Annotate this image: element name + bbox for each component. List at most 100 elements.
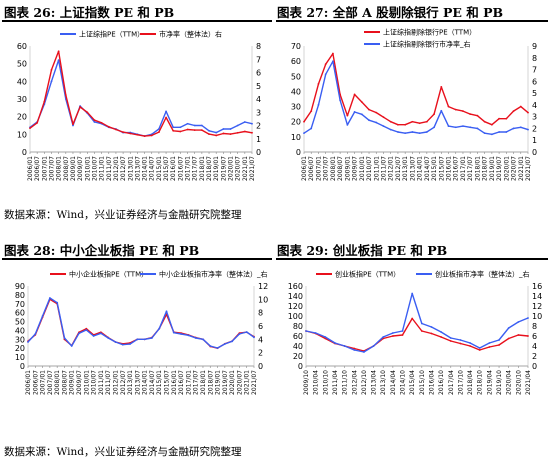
data-point xyxy=(165,116,167,119)
y-tick-right-label: 3 xyxy=(532,113,537,122)
y-tick-left-label: 70 xyxy=(15,300,25,309)
data-point xyxy=(360,113,363,116)
data-point xyxy=(462,110,464,113)
x-tick-label: 2008/07 xyxy=(337,156,344,181)
data-point xyxy=(41,315,44,317)
y-tick-right-label: 0 xyxy=(258,362,263,371)
data-point xyxy=(459,342,462,345)
data-point xyxy=(314,332,317,334)
data-point xyxy=(498,344,500,346)
x-tick-label: 2012/01 xyxy=(388,156,395,181)
y-tick-right-label: 0 xyxy=(532,362,537,371)
x-tick-label: 2018/07 xyxy=(482,156,489,181)
x-tick-label: 2011/01 xyxy=(373,156,380,181)
data-point xyxy=(332,52,334,55)
data-point xyxy=(324,73,327,76)
data-point xyxy=(382,336,385,338)
series-line-pb xyxy=(305,292,529,353)
data-point xyxy=(222,132,225,135)
x-tick-label: 2018/07 xyxy=(207,370,214,395)
y-tick-left-label: 140 xyxy=(288,292,303,301)
data-point xyxy=(72,124,74,127)
x-tick-label: 2014/01 xyxy=(142,156,149,181)
x-tick-label: 2009/07 xyxy=(77,156,84,181)
data-point xyxy=(401,330,404,332)
data-point xyxy=(527,111,529,114)
x-tick-label: 2007/07 xyxy=(323,156,330,181)
x-tick-label: 2018/01 xyxy=(474,156,481,181)
x-tick-label: 2008/07 xyxy=(61,370,68,395)
x-tick-label: 2011/07 xyxy=(105,370,112,395)
data-point xyxy=(56,301,59,304)
y-tick-right-label: 4 xyxy=(532,101,537,110)
x-tick-label: 2015/07 xyxy=(164,370,171,395)
data-point xyxy=(129,343,131,345)
x-tick-label: 2013/07 xyxy=(134,156,141,181)
y-tick-left-label: 20 xyxy=(15,344,25,353)
x-tick-label: 2008/01 xyxy=(54,370,61,395)
data-point xyxy=(401,334,404,336)
y-tick-right-label: 10 xyxy=(532,312,542,321)
x-tick-label: 2015/01 xyxy=(156,156,163,181)
y-tick-right-label: 8 xyxy=(256,42,261,51)
data-point xyxy=(476,127,479,130)
y-tick-right-label: 10 xyxy=(258,295,268,304)
data-point xyxy=(425,131,428,133)
legend-label: 市净率（整体法）右 xyxy=(159,30,222,39)
y-tick-right-label: 2 xyxy=(258,349,263,358)
x-tick-label: 2013/01 xyxy=(127,370,134,395)
x-tick-label: 2006/07 xyxy=(32,370,39,395)
data-point xyxy=(420,322,423,325)
y-tick-right-label: 0 xyxy=(256,148,261,157)
data-point xyxy=(72,123,74,126)
x-tick-label: 2016/01 xyxy=(171,370,178,395)
x-tick-label: 2009/01 xyxy=(69,370,76,395)
data-point xyxy=(34,333,37,335)
x-tick-label: 2012/10 xyxy=(361,370,368,395)
y-tick-right-label: 4 xyxy=(256,95,261,104)
data-point xyxy=(353,347,356,350)
data-point xyxy=(498,117,500,120)
y-tick-right-label: 7 xyxy=(256,55,261,64)
data-point xyxy=(193,124,196,127)
x-tick-label: 2021/04 xyxy=(525,370,532,395)
data-point xyxy=(454,126,457,129)
x-tick-label: 2016/01 xyxy=(446,156,453,181)
x-tick-label: 2007/07 xyxy=(47,370,54,395)
y-tick-right-label: 5 xyxy=(532,89,537,98)
data-point xyxy=(317,103,320,106)
data-point xyxy=(512,127,515,130)
data-point xyxy=(223,343,226,345)
x-tick-label: 2019/01 xyxy=(215,370,222,395)
data-point xyxy=(512,110,515,113)
x-tick-label: 2016/04 xyxy=(428,370,435,395)
y-tick-right-label: 1 xyxy=(532,136,537,145)
y-tick-right-label: 2 xyxy=(532,124,537,133)
y-tick-right-label: 4 xyxy=(532,342,537,351)
data-point xyxy=(251,122,253,125)
data-point xyxy=(64,94,67,96)
y-tick-right-label: 6 xyxy=(532,332,537,341)
data-point xyxy=(447,125,450,127)
data-point xyxy=(382,116,385,119)
data-point xyxy=(229,133,232,136)
y-tick-right-label: 0 xyxy=(532,148,537,157)
y-tick-left-label: 10 xyxy=(291,133,301,142)
data-point xyxy=(57,59,60,62)
legend-label: 创业板指市净率（整体法）_右 xyxy=(435,270,530,279)
data-point xyxy=(343,345,346,347)
data-point xyxy=(483,132,486,135)
data-point xyxy=(187,334,190,337)
x-tick-label: 2006/01 xyxy=(301,156,308,181)
y-tick-right-label: 8 xyxy=(532,54,537,63)
y-tick-left-label: 60 xyxy=(293,332,303,341)
x-tick-label: 2006/07 xyxy=(34,156,41,181)
data-point xyxy=(488,346,491,348)
data-point xyxy=(100,332,102,335)
data-point xyxy=(449,340,452,342)
figure-29-title: 图表 29: 创业板指 PE 和 PB xyxy=(277,243,448,258)
x-tick-label: 2017/07 xyxy=(193,370,200,395)
data-point xyxy=(208,133,210,136)
x-tick-label: 2006/07 xyxy=(308,156,315,181)
